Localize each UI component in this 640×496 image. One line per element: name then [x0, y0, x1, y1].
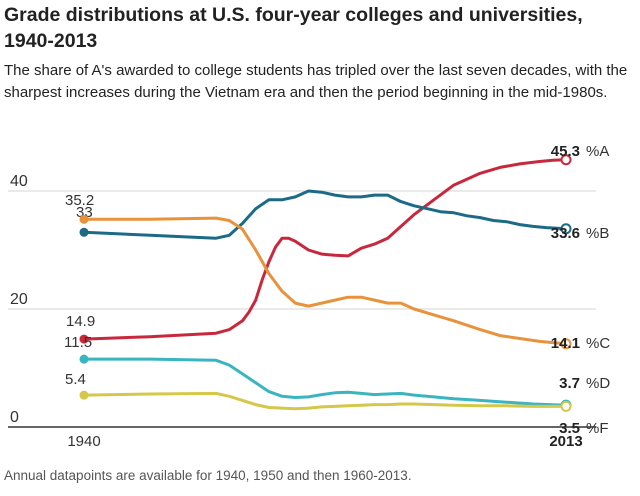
series-line-c	[82, 216, 568, 346]
x-tick-label-start: 1940	[67, 433, 100, 450]
end-point-c	[560, 338, 572, 350]
series-line-d	[82, 357, 568, 407]
start-point-b	[79, 227, 89, 237]
series-name-c: %C	[586, 335, 610, 352]
series-name-d: %D	[586, 375, 610, 392]
start-point-f	[79, 390, 89, 400]
start-label-c: 35.2	[65, 192, 94, 209]
series-name-b: %B	[586, 225, 609, 242]
x-tick-label-end: 2013	[549, 433, 582, 450]
chart-subtitle: The share of A's awarded to college stud…	[4, 62, 628, 101]
start-label-a: 14.9	[66, 313, 95, 330]
series-name-a: %A	[586, 143, 609, 160]
series-line-b	[82, 189, 568, 240]
end-point-f	[560, 400, 572, 412]
start-point-d	[79, 354, 89, 364]
y-tick-label-20: 20	[10, 291, 28, 308]
series-line-f	[82, 391, 568, 411]
end-value-label-f: 3.5	[559, 420, 580, 437]
y-tick-label-0: 0	[10, 409, 19, 426]
end-point-a	[560, 154, 572, 166]
series-name-f: %F	[586, 420, 609, 437]
start-point-c	[79, 214, 89, 224]
end-value-label-c: 14.1	[551, 335, 580, 352]
series-line-a	[82, 158, 568, 341]
chart-title: Grade distributions at U.S. four-year co…	[4, 4, 583, 52]
start-label-d: 11.5	[64, 334, 92, 351]
start-point-a	[79, 334, 89, 344]
end-point-b	[560, 223, 572, 235]
footnote: Annual datapoints are available for 1940…	[4, 468, 412, 483]
start-label-b: 33	[76, 204, 93, 221]
y-tick-label-40: 40	[10, 173, 28, 190]
end-value-label-b: 33.6	[551, 225, 580, 242]
end-value-label-d: 3.7	[559, 375, 580, 392]
start-label-f: 5.4	[65, 371, 86, 388]
end-value-label-a: 45.3	[551, 143, 580, 160]
